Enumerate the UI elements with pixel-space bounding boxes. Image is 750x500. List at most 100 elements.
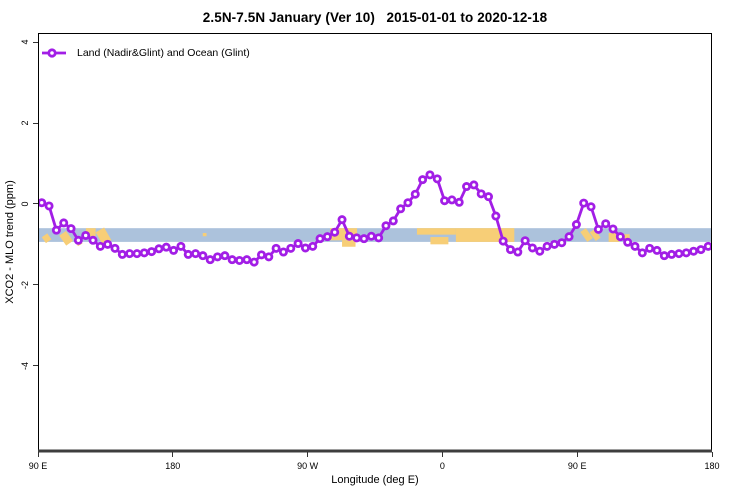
data-point-marker bbox=[520, 236, 530, 246]
orange-highlight-patch bbox=[342, 240, 356, 247]
data-point-marker bbox=[154, 244, 164, 254]
data-point-marker bbox=[264, 252, 274, 262]
data-point-marker bbox=[440, 196, 450, 206]
x-axis-label: Longitude (deg E) bbox=[331, 474, 419, 486]
data-point-marker bbox=[425, 170, 435, 180]
orange-highlight-patch bbox=[202, 233, 207, 237]
orange-highlight-patch bbox=[41, 233, 52, 244]
orange-highlight-patch bbox=[608, 233, 620, 242]
data-point-marker bbox=[205, 255, 215, 265]
data-point-marker bbox=[410, 189, 420, 199]
x-tick-mark bbox=[172, 452, 174, 457]
data-point-marker bbox=[81, 230, 91, 240]
data-line bbox=[40, 173, 710, 264]
data-point-marker bbox=[139, 248, 149, 258]
data-point-marker bbox=[337, 215, 347, 225]
data-point-marker bbox=[198, 251, 208, 261]
data-point-marker bbox=[564, 232, 574, 242]
data-point-marker bbox=[696, 245, 706, 255]
data-point-marker bbox=[462, 182, 472, 192]
data-point-marker bbox=[454, 197, 464, 207]
y-tick-mark bbox=[33, 284, 38, 286]
y-tick-label: -4 bbox=[20, 361, 30, 370]
data-point-marker bbox=[59, 218, 69, 228]
y-tick-label: 0 bbox=[20, 201, 30, 207]
data-point-marker bbox=[220, 251, 230, 261]
data-point-marker bbox=[418, 175, 428, 185]
y-tick-mark bbox=[33, 365, 38, 367]
orange-highlight-patch bbox=[59, 230, 73, 246]
data-point-marker bbox=[38, 198, 47, 208]
orange-highlight-patch bbox=[580, 228, 593, 242]
data-point-marker bbox=[249, 257, 259, 267]
data-point-marker bbox=[652, 245, 662, 255]
data-point-marker bbox=[132, 249, 142, 259]
data-point-marker bbox=[484, 192, 494, 202]
data-point-marker bbox=[352, 233, 362, 243]
data-point-marker bbox=[505, 245, 515, 255]
data-point-marker bbox=[513, 247, 523, 257]
data-point-marker bbox=[256, 250, 266, 260]
data-point-marker bbox=[630, 241, 640, 251]
data-point-marker bbox=[403, 198, 413, 208]
data-point-marker bbox=[330, 227, 340, 237]
x-tick-mark bbox=[307, 452, 309, 457]
data-point-marker bbox=[703, 241, 712, 251]
chart-title: 2.5N-7.5N January (Ver 10) 2015-01-01 to… bbox=[202, 10, 548, 25]
data-point-marker bbox=[344, 231, 354, 241]
x-tick-mark bbox=[711, 452, 713, 457]
data-point-marker bbox=[322, 232, 332, 242]
data-point-marker bbox=[66, 224, 76, 234]
x-tick-label: 90 E bbox=[28, 461, 48, 471]
y-axis-label: XCO2 - MLO trend (ppm) bbox=[4, 180, 16, 304]
data-point-marker bbox=[278, 247, 288, 257]
x-tick-label: 180 bbox=[165, 461, 181, 471]
data-point-marker bbox=[689, 246, 699, 256]
legend: Land (Nadir&Glint) and Ocean (Glint) bbox=[41, 46, 250, 60]
data-point-marker bbox=[374, 233, 384, 243]
data-point-marker bbox=[586, 202, 596, 212]
orange-highlight-patch bbox=[416, 228, 456, 235]
data-point-marker bbox=[117, 249, 127, 259]
data-point-marker bbox=[667, 249, 677, 259]
data-point-marker bbox=[608, 224, 618, 234]
data-point-marker bbox=[169, 245, 179, 255]
legend-line-marker-icon bbox=[42, 48, 66, 58]
data-point-marker bbox=[601, 219, 611, 229]
data-point-marker bbox=[161, 242, 171, 252]
data-point-marker bbox=[234, 255, 244, 265]
data-point-marker bbox=[103, 239, 113, 249]
data-point-marker bbox=[44, 201, 54, 211]
y-tick-mark bbox=[33, 41, 38, 43]
data-point-marker bbox=[549, 239, 559, 249]
data-point-marker bbox=[571, 220, 581, 230]
x-tick-mark bbox=[576, 452, 578, 457]
data-point-marker bbox=[623, 237, 633, 247]
x-tick-label: 90 E bbox=[567, 461, 587, 471]
y-tick-label: -2 bbox=[20, 280, 30, 289]
data-point-marker bbox=[681, 248, 691, 258]
data-point-marker bbox=[498, 236, 508, 246]
orange-highlight-patch bbox=[430, 237, 449, 245]
orange-highlight-patch bbox=[622, 234, 630, 241]
data-point-marker bbox=[227, 255, 237, 265]
data-point-marker bbox=[542, 241, 552, 251]
data-point-marker bbox=[645, 243, 655, 253]
data-point-marker bbox=[527, 243, 537, 253]
legend-label: Land (Nadir&Glint) and Ocean (Glint) bbox=[77, 47, 250, 59]
x-tick-label: 0 bbox=[439, 461, 445, 471]
data-point-marker bbox=[593, 224, 603, 234]
orange-highlight-patch bbox=[85, 228, 96, 237]
data-point-marker bbox=[388, 216, 398, 226]
data-point-marker bbox=[359, 234, 369, 244]
orange-highlight-patch bbox=[589, 229, 601, 242]
data-point-marker bbox=[183, 249, 193, 259]
y-tick-label: 4 bbox=[20, 39, 30, 45]
x-tick-mark bbox=[441, 452, 443, 457]
data-point-marker bbox=[271, 243, 281, 253]
data-point-marker bbox=[476, 189, 486, 199]
y-tick-mark bbox=[33, 122, 38, 124]
x-tick-label: 180 bbox=[704, 461, 720, 471]
data-point-marker bbox=[286, 243, 296, 253]
data-point-marker bbox=[535, 246, 545, 256]
